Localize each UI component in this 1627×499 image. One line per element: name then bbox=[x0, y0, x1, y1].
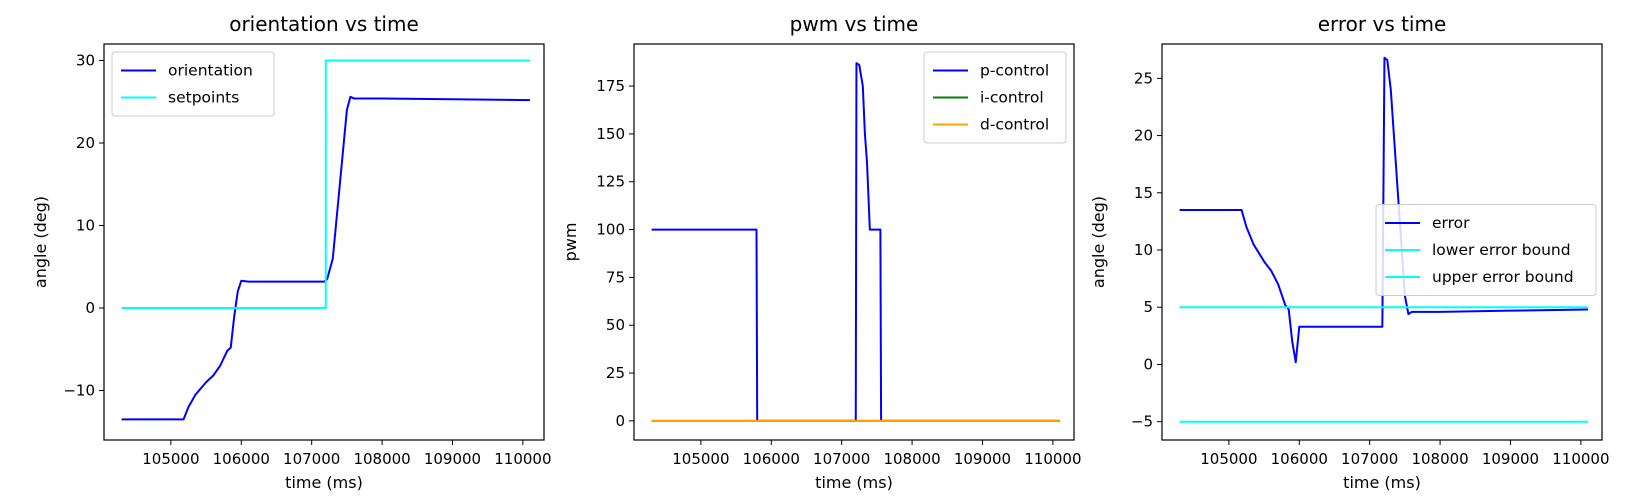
y-tick-label: 0 bbox=[1143, 355, 1153, 373]
axes-frame bbox=[1161, 43, 1603, 441]
y-axis-label: angle (deg) bbox=[1089, 196, 1108, 288]
legend-box bbox=[111, 51, 275, 117]
x-tick-label: 110000 bbox=[1552, 450, 1609, 468]
x-tick-label: 106000 bbox=[213, 450, 270, 468]
y-tick-label: 5 bbox=[1143, 298, 1153, 316]
y-tick-label: 150 bbox=[596, 125, 625, 143]
series-line-error bbox=[1179, 56, 1588, 364]
y-tick-label: 10 bbox=[76, 217, 95, 235]
x-tick-label: 105000 bbox=[1200, 450, 1257, 468]
legend-entry: p-control bbox=[980, 62, 1049, 80]
y-tick-label: 20 bbox=[1134, 127, 1153, 145]
y-tick-label: 50 bbox=[606, 316, 625, 334]
y-tick-label: 25 bbox=[606, 364, 625, 382]
legend-entry: d-control bbox=[980, 116, 1049, 134]
legend-entry: orientation bbox=[168, 62, 253, 80]
chart-panel-1: 105000 106000 107000 108000 109000 110000 0 25 5… bbox=[561, 12, 1082, 492]
x-tick-label: 108000 bbox=[883, 450, 940, 468]
y-tick-label: 15 bbox=[1134, 184, 1153, 202]
legend: p-control i-control d-control bbox=[923, 51, 1067, 144]
y-axis-label: pwm bbox=[561, 223, 580, 262]
y-tick-label: −5 bbox=[1131, 413, 1153, 431]
y-tick-label: 0 bbox=[85, 299, 95, 317]
y-tick-label: 175 bbox=[596, 77, 625, 95]
legend-entry: upper error bound bbox=[1432, 268, 1574, 286]
chart-panel-0: 105000 106000 107000 108000 109000 110000 −10 0… bbox=[31, 12, 552, 492]
x-tick-label: 110000 bbox=[1024, 450, 1081, 468]
axes-frame bbox=[633, 43, 1075, 441]
x-tick-label: 106000 bbox=[743, 450, 800, 468]
x-axis-label: time (ms) bbox=[815, 473, 893, 492]
x-tick-label: 107000 bbox=[813, 450, 870, 468]
x-tick-label: 108000 bbox=[1411, 450, 1468, 468]
legend: error lower error bound upper error bound bbox=[1375, 204, 1597, 296]
y-tick-label: 125 bbox=[596, 173, 625, 191]
chart-panel-2: 105000 106000 107000 108000 109000 110000 −5 0 5… bbox=[1089, 12, 1610, 492]
x-tick-label: 105000 bbox=[142, 450, 199, 468]
x-tick-label: 109000 bbox=[954, 450, 1011, 468]
x-tick-label: 105000 bbox=[672, 450, 729, 468]
y-tick-label: 100 bbox=[596, 221, 625, 239]
legend-entry: i-control bbox=[980, 89, 1044, 107]
legend: orientation setpoints bbox=[111, 51, 275, 117]
x-axis-label: time (ms) bbox=[1343, 473, 1421, 492]
y-tick-label: −10 bbox=[63, 382, 95, 400]
y-tick-label: 75 bbox=[606, 268, 625, 286]
y-tick-label: 0 bbox=[615, 412, 625, 430]
y-tick-label: 30 bbox=[76, 52, 95, 70]
x-tick-label: 109000 bbox=[1482, 450, 1539, 468]
legend-entry: setpoints bbox=[168, 89, 239, 107]
legend-entry: lower error bound bbox=[1432, 241, 1571, 259]
y-tick-label: 10 bbox=[1134, 241, 1153, 259]
x-axis-label: time (ms) bbox=[285, 473, 363, 492]
series-line-orientation bbox=[121, 95, 530, 421]
chart-title: orientation vs time bbox=[229, 12, 419, 36]
x-tick-label: 109000 bbox=[424, 450, 481, 468]
legend-box bbox=[923, 51, 1067, 144]
legend-box bbox=[1375, 204, 1597, 296]
y-tick-label: 20 bbox=[76, 134, 95, 152]
chart-title: pwm vs time bbox=[790, 12, 919, 36]
x-tick-label: 107000 bbox=[1341, 450, 1398, 468]
x-tick-label: 110000 bbox=[494, 450, 551, 468]
x-tick-label: 106000 bbox=[1271, 450, 1328, 468]
x-tick-label: 108000 bbox=[353, 450, 410, 468]
axes-frame bbox=[103, 43, 545, 441]
chart-title: error vs time bbox=[1318, 12, 1447, 36]
x-tick-label: 107000 bbox=[283, 450, 340, 468]
y-tick-label: 25 bbox=[1134, 69, 1153, 87]
series-line-setpoints bbox=[121, 59, 530, 309]
legend-entry: error bbox=[1432, 214, 1470, 232]
y-axis-label: angle (deg) bbox=[31, 196, 50, 288]
